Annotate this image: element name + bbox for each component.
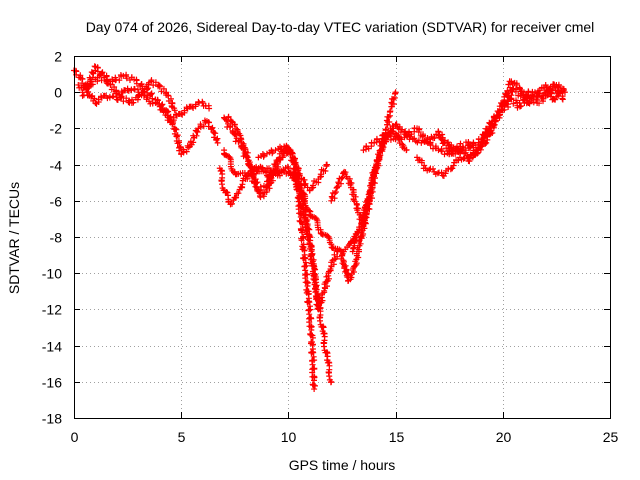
y-tick-label: -8 (50, 230, 63, 246)
data-point (339, 252, 345, 259)
y-axis-ticks: -18 -16 -14 -12 -10 -8 -6 -4 -2 0 2 (42, 49, 610, 427)
x-tick-label: 10 (281, 429, 297, 445)
x-tick-label: 20 (496, 429, 512, 445)
series-track-3 (79, 71, 178, 114)
x-tick-label: 0 (71, 429, 79, 445)
x-axis-label: GPS time / hours (289, 457, 396, 473)
y-tick-label: -14 (42, 339, 62, 355)
y-tick-label: 2 (54, 49, 62, 65)
series-track-14 (435, 81, 566, 158)
series-trace (221, 115, 318, 389)
series-trace (258, 143, 330, 194)
x-tick-label: 5 (178, 429, 186, 445)
data-marks (71, 63, 568, 393)
y-tick-label: -2 (50, 121, 63, 137)
series-trace (79, 71, 178, 112)
y-tick-label: -12 (42, 302, 62, 318)
series-trace (76, 84, 212, 125)
y-tick-label: -6 (50, 194, 63, 210)
series-track-1 (71, 63, 221, 158)
chart-title: Day 074 of 2026, Sidereal Day-to-day VTE… (86, 19, 595, 35)
series-trace (225, 113, 341, 312)
y-tick-label: 0 (54, 85, 62, 101)
series-track-10 (338, 125, 410, 284)
y-tick-label: -18 (42, 411, 62, 427)
x-tick-label: 25 (603, 429, 619, 445)
series-track-5 (221, 114, 318, 393)
series-track-8 (255, 143, 330, 194)
y-tick-label: -4 (50, 158, 63, 174)
series-trace (338, 128, 410, 284)
x-tick-label: 15 (389, 429, 405, 445)
series-track-7 (221, 147, 363, 259)
grid (74, 56, 610, 418)
data-point (255, 154, 262, 161)
series-track-11 (349, 121, 485, 255)
y-tick-label: -16 (42, 375, 62, 391)
x-axis-ticks: 0 5 10 15 20 25 (71, 56, 619, 445)
y-tick-label: -10 (42, 266, 62, 282)
y-axis-label: SDTVAR / TECUs (6, 182, 22, 294)
series-track-6 (225, 113, 341, 313)
series-trace (221, 150, 363, 259)
series-trace (435, 81, 566, 158)
